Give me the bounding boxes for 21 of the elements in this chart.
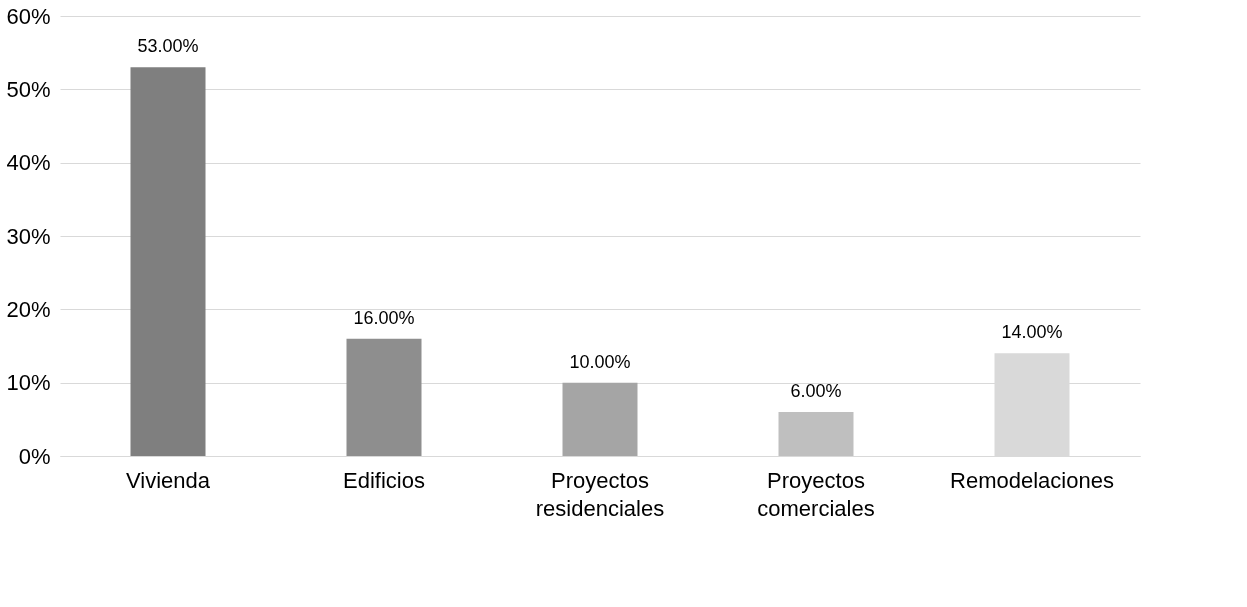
x-tick-label: Proyectos comerciales [757, 467, 875, 521]
y-tick-label: 20% [6, 296, 51, 322]
x-tick-label: Proyectos residenciales [535, 467, 665, 521]
bar [130, 67, 206, 456]
y-tick-label: 60% [6, 3, 51, 29]
y-tick-label: 0% [18, 443, 51, 469]
data-label: 53.00% [137, 36, 199, 57]
y-tick-label: 40% [6, 150, 51, 176]
data-label: 10.00% [569, 351, 631, 372]
bar [562, 382, 638, 456]
data-label: 6.00% [790, 381, 842, 401]
x-tick-label: Remodelaciones [950, 467, 1114, 493]
data-label: 14.00% [1001, 322, 1063, 343]
bar [778, 412, 854, 456]
data-label: 16.00% [353, 307, 415, 328]
x-tick-label: Vivienda [126, 467, 211, 493]
y-tick-label: 50% [6, 76, 51, 102]
y-tick-label: 30% [6, 223, 51, 249]
y-tick-label: 10% [6, 370, 51, 396]
x-tick-label: Edificios [343, 467, 425, 493]
bar [346, 338, 422, 456]
